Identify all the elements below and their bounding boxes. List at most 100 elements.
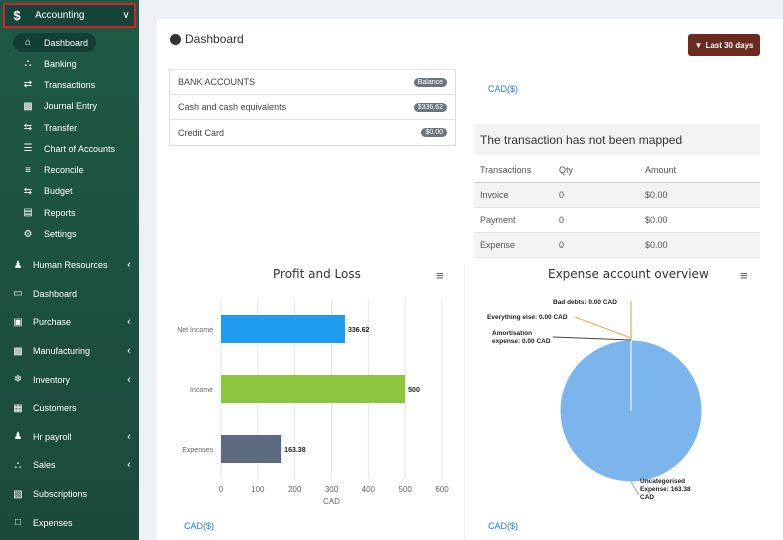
- expense-overview-title: Expense account overview: [548, 267, 709, 281]
- data-label: 163.38: [284, 447, 306, 454]
- accounting-label: Accounting: [35, 10, 85, 21]
- bank-account-balance: $336.62: [413, 102, 447, 112]
- x-tick-label: 500: [398, 485, 412, 494]
- slice-label: Everything else: 0.00 CAD: [487, 314, 568, 321]
- sidebar-item-customers[interactable]: ▦ Customers: [0, 394, 139, 423]
- sidebar-item-manufacturing[interactable]: ▩ Manufacturing ‹: [0, 337, 139, 366]
- y-tick-label: Net Income: [177, 327, 213, 334]
- table-cell: Invoice: [480, 190, 509, 200]
- sidebar-item-reconcile[interactable]: ≡ Reconcile: [0, 159, 139, 180]
- x-tick-label: 600: [435, 485, 449, 494]
- sidebar-item-label: Settings: [44, 229, 77, 240]
- bank-icon: ⛬: [14, 459, 22, 471]
- slice-label: Uncategorised Expense: 163.38 CAD: [640, 478, 691, 501]
- chevron-left-icon: ‹: [127, 259, 131, 272]
- exchange-icon: ⇄: [23, 79, 33, 91]
- filter-icon: ▼: [694, 40, 703, 50]
- sidebar-item-purchase[interactable]: ▣ Purchase ‹: [0, 308, 139, 337]
- bar: [221, 315, 345, 343]
- x-tick-label: 300: [325, 485, 339, 494]
- sidebar-item-banking[interactable]: ⛬ Banking: [0, 53, 139, 74]
- sidebar-item-label: Transactions: [44, 79, 96, 90]
- table-cell: Expense: [480, 240, 516, 250]
- cart-icon: ▣: [13, 316, 23, 328]
- chevron-left-icon: ‹: [127, 345, 131, 358]
- sidebar-item-reports[interactable]: ▤ Reports: [0, 202, 139, 223]
- sidebar-item-subscriptions[interactable]: ▧ Subscriptions: [0, 480, 139, 509]
- currency-link[interactable]: CAD($): [488, 521, 519, 531]
- bar: [221, 435, 282, 463]
- money-icon: ▧: [13, 488, 23, 500]
- sidebar-item-budget[interactable]: ⇆ Budget: [0, 181, 139, 202]
- slice-label: Amortisation expense: 0.00 CAD: [492, 330, 551, 345]
- sidebar-item-label: Journal Entry: [44, 101, 98, 112]
- sidebar-item-label: Expenses: [33, 517, 73, 528]
- column-header: Qty: [559, 165, 574, 175]
- book-icon: ▩: [23, 100, 33, 112]
- y-tick-label: Expenses: [182, 447, 213, 454]
- x-tick-label: 200: [288, 485, 302, 494]
- table-cell: $0.00: [645, 215, 668, 225]
- date-range-button[interactable]: ▼ Last 30 days: [688, 34, 760, 56]
- bank-account-row[interactable]: Credit Card $0.00: [170, 120, 455, 145]
- table-cell: $0.00: [645, 190, 668, 200]
- sidebar-item-label: Human Resources: [33, 260, 108, 271]
- balance-badge: Balance: [413, 77, 447, 87]
- hamburger-icon[interactable]: ≡: [436, 268, 444, 283]
- dashboard-icon: [170, 33, 181, 45]
- list-icon: ☰: [23, 143, 33, 155]
- sidebar-item-human-resources[interactable]: ♟ Human Resources ‹: [0, 251, 139, 280]
- sidebar-item-dashboard-main[interactable]: ▭ Dashboard: [0, 280, 139, 309]
- sidebar-item-expenses[interactable]: □ Expenses: [0, 508, 139, 537]
- transfer-icon: ⇆: [23, 122, 33, 134]
- home-icon: ⌂: [24, 37, 32, 48]
- label-connector: [630, 481, 640, 496]
- sidebar-item-settings[interactable]: ⚙ Settings: [0, 223, 139, 244]
- bank-account-balance: $0.00: [421, 128, 447, 137]
- sidebar-item-chart-of-accounts[interactable]: ☰ Chart of Accounts: [0, 138, 139, 159]
- dashboard-panel: Dashboard ▼ Last 30 days BANK ACCOUNTS B…: [157, 19, 783, 540]
- x-tick-label: 100: [251, 485, 265, 494]
- sidebar-item-label: Purchase: [33, 317, 72, 328]
- sidebar-item-label: Hr payroll: [33, 431, 72, 442]
- currency-link[interactable]: CAD($): [488, 84, 519, 94]
- sidebar-item-transfer[interactable]: ⇆ Transfer: [0, 117, 139, 138]
- id-card-icon: ▦: [13, 402, 23, 414]
- sidebar-item-label: Inventory: [33, 374, 71, 385]
- users-icon: ♟: [13, 431, 23, 443]
- profit-loss-chart: 0 100 200 300 400 500 600 CAD Net Income 336.62 In…: [177, 299, 449, 504]
- sidebar-item-label: Transfer: [44, 122, 78, 133]
- gear-icon: ⚙: [23, 228, 33, 240]
- sidebar-item-label: Subscriptions: [33, 489, 88, 500]
- table-row: Expense 0 $0.00: [474, 233, 760, 258]
- chevron-down-icon: ∨: [122, 10, 130, 21]
- sidebar-item-sales[interactable]: ⛬ Sales ‹: [0, 451, 139, 480]
- sidebar-item-label: Reports: [44, 207, 76, 218]
- x-tick-label: 400: [362, 485, 376, 494]
- accounting-menu-toggle[interactable]: $ Accounting ∨: [3, 3, 136, 28]
- hamburger-icon[interactable]: ≡: [740, 268, 748, 283]
- snowflake-icon: ❄: [13, 374, 23, 386]
- sidebar-item-journal-entry[interactable]: ▩ Journal Entry: [0, 96, 139, 117]
- sidebar-item-inventory[interactable]: ❄ Inventory ‹: [0, 365, 139, 394]
- sidebar-item-transactions[interactable]: ⇄ Transactions: [0, 74, 139, 95]
- x-axis-label: CAD: [323, 497, 340, 504]
- sidebar-item-label: Dashboard: [44, 37, 89, 48]
- label-connector: [574, 316, 632, 339]
- currency-link[interactable]: CAD($): [184, 521, 215, 531]
- bank-account-row[interactable]: Cash and cash equivalents $336.62: [170, 95, 455, 120]
- table-cell: $0.00: [645, 240, 668, 250]
- users-icon: ♟: [13, 259, 23, 271]
- sidebar-item-dashboard[interactable]: ⌂ Dashboard: [13, 33, 96, 52]
- sidebar-item-label: Reconcile: [44, 165, 84, 176]
- slice-label: Bad debts: 0.00 CAD: [553, 299, 617, 306]
- sidebar-item-hr-payroll[interactable]: ♟ Hr payroll ‹: [0, 423, 139, 452]
- bank-accounts-table: BANK ACCOUNTS Balance Cash and cash equi…: [169, 69, 456, 146]
- column-header: Transactions: [480, 165, 532, 175]
- x-tick-label: 0: [219, 485, 224, 494]
- table-cell: 0: [559, 215, 565, 225]
- sliders-icon: ≡: [25, 164, 31, 176]
- transfer-icon: ⇆: [23, 185, 33, 197]
- sidebar-item-label: Chart of Accounts: [44, 143, 116, 154]
- table-cell: Payment: [480, 215, 516, 225]
